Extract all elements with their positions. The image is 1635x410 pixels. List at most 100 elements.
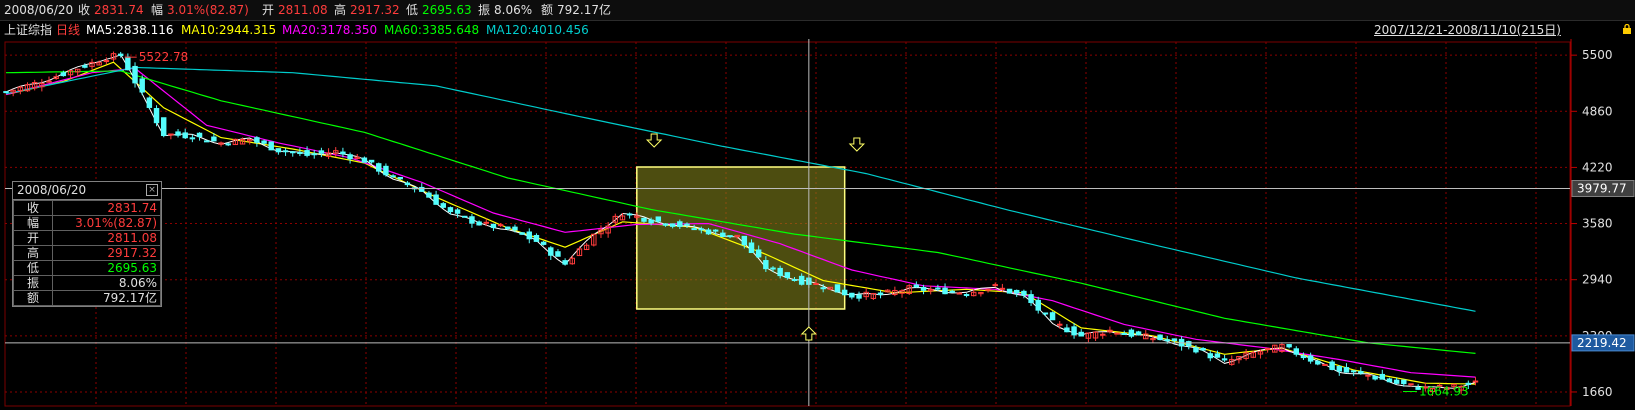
candle-body: [1121, 332, 1127, 335]
candle: [132, 62, 138, 88]
info-row-value: 792.17亿: [52, 290, 161, 306]
candle: [1178, 336, 1185, 351]
lock-icon[interactable]: [1622, 24, 1632, 34]
candle-body: [1300, 355, 1307, 359]
candle-body: [691, 228, 697, 231]
candle: [110, 51, 117, 62]
candle: [519, 232, 525, 235]
candle-body: [125, 56, 131, 71]
ma120-line: [5, 66, 1476, 312]
candle-body: [304, 150, 310, 156]
info-row: 低 2695.63: [13, 260, 161, 276]
candle: [741, 235, 748, 249]
candle-body: [669, 223, 676, 227]
candle-body: [497, 224, 504, 227]
candle-body: [1350, 370, 1357, 373]
candle: [268, 141, 274, 151]
candle-body: [512, 226, 518, 231]
min-marker-label: 1664.93: [1419, 385, 1469, 399]
candle: [576, 246, 583, 257]
candle-body: [849, 292, 855, 298]
candle-body: [963, 294, 970, 297]
candle: [691, 224, 697, 231]
candle: [899, 289, 905, 298]
open-label: 开: [262, 3, 275, 17]
candle-body: [333, 150, 339, 154]
candle-body: [741, 235, 748, 246]
candle-body: [949, 290, 955, 293]
candle: [1250, 350, 1256, 359]
price-axis: 5500486042203580294023001660: [1570, 39, 1613, 406]
candle: [125, 53, 131, 71]
candle-body: [899, 290, 905, 294]
candle: [1143, 330, 1149, 340]
info-box-date: 2008/06/20: [17, 183, 87, 197]
candle-body: [182, 132, 188, 139]
candle-body: [1100, 333, 1106, 336]
candle: [1107, 326, 1113, 334]
quote-info-box[interactable]: 2008/06/20 × 收 2831.74 幅 3.01%(82.87) 开 2811.…: [12, 181, 162, 307]
candle: [913, 281, 920, 288]
candle-body: [10, 89, 16, 93]
candle: [1028, 290, 1034, 306]
info-row-value: 2831.74: [52, 200, 161, 216]
candle-body: [404, 182, 411, 186]
candle-body: [211, 136, 217, 142]
candle: [1393, 377, 1400, 385]
candle: [1071, 322, 1077, 339]
candle: [583, 243, 590, 251]
candle: [239, 137, 246, 145]
candle: [1049, 311, 1056, 321]
candle: [1300, 352, 1307, 360]
ma120-value: MA120:4010.456: [486, 23, 589, 37]
candle: [1157, 334, 1163, 341]
candle-body: [1171, 338, 1178, 342]
y-tick-label: 4220: [1582, 160, 1613, 174]
candle-body: [1057, 323, 1063, 326]
candle: [619, 213, 626, 221]
candle: [892, 286, 898, 297]
candle: [218, 141, 224, 147]
candle-body: [1393, 379, 1400, 384]
date-range[interactable]: 2007/12/21-2008/11/10(215日): [1374, 23, 1561, 37]
candle-body: [1422, 386, 1429, 389]
candle-body: [1408, 383, 1414, 386]
candle-body: [139, 78, 145, 93]
candle-body: [1365, 374, 1371, 377]
candle-body: [1078, 331, 1084, 337]
candle-body: [605, 225, 611, 234]
candle-body: [39, 82, 45, 88]
info-row-value: 2695.63: [52, 260, 161, 276]
candle: [526, 228, 533, 244]
candle: [3, 91, 9, 94]
candle: [763, 256, 769, 272]
candle-body: [1436, 384, 1443, 387]
candle: [189, 134, 196, 143]
period-label[interactable]: 日线: [56, 23, 81, 37]
candle-body: [1064, 327, 1070, 333]
candle-body: [17, 86, 24, 92]
candle-body: [1386, 378, 1393, 383]
candle: [935, 284, 941, 292]
candle: [31, 79, 38, 91]
candle: [1221, 354, 1228, 362]
candle: [834, 284, 841, 293]
candle: [669, 223, 676, 229]
candle-body: [1329, 361, 1335, 370]
candle-body: [426, 192, 432, 198]
candle-body: [970, 291, 977, 297]
candle: [454, 208, 461, 218]
candle: [906, 284, 912, 296]
info-row: 高 2917.32: [13, 245, 161, 261]
candle: [246, 138, 253, 145]
candle-body: [1207, 353, 1213, 359]
candle-body: [1114, 332, 1120, 335]
candle: [1307, 352, 1314, 364]
candle-body: [684, 223, 690, 226]
close-icon[interactable]: ×: [146, 184, 158, 196]
candle: [24, 82, 31, 92]
candle: [419, 183, 425, 192]
candle-body: [103, 60, 110, 63]
candle-body: [447, 207, 454, 213]
